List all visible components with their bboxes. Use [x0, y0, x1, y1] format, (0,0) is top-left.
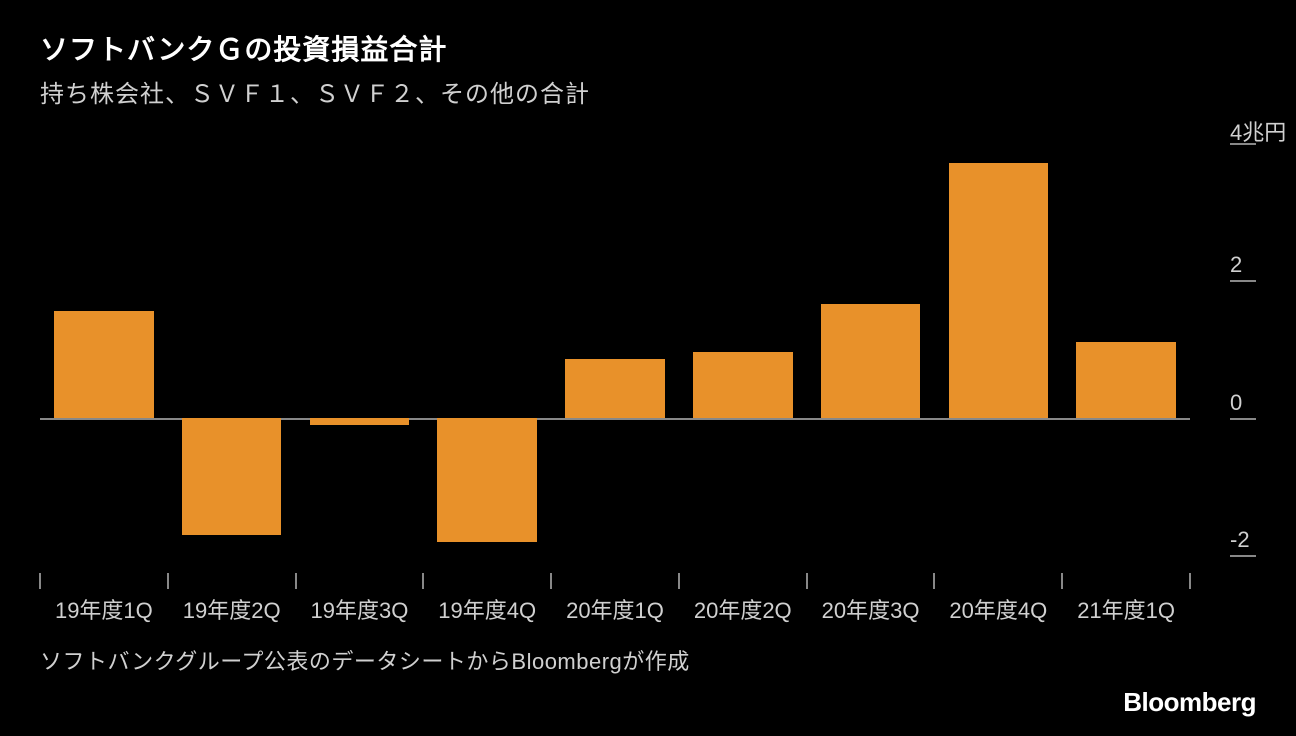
x-axis-label: 19年度3Q: [311, 593, 409, 625]
bar: [310, 418, 410, 425]
y-tick-label: -2: [1230, 527, 1250, 553]
chart-area: -2024兆円19年度1Q19年度2Q19年度3Q19年度4Q20年度1Q20年…: [40, 129, 1256, 609]
bar: [182, 418, 282, 535]
x-axis-label: 19年度1Q: [55, 593, 153, 625]
bar: [693, 352, 793, 417]
x-axis-label: 20年度4Q: [949, 593, 1047, 625]
y-tick-label: 2: [1230, 252, 1242, 278]
brand-logo: Bloomberg: [1123, 687, 1256, 718]
bar: [437, 418, 537, 542]
x-axis-label: 21年度1Q: [1077, 593, 1175, 625]
chart-subtitle: 持ち株会社、ＳＶＦ１、ＳＶＦ２、その他の合計: [40, 74, 1256, 109]
x-axis-label: 19年度2Q: [183, 593, 281, 625]
x-axis-label: 20年度1Q: [566, 593, 664, 625]
chart-title: ソフトバンクＧの投資損益合計: [40, 28, 1256, 68]
bar: [1076, 342, 1176, 418]
x-axis-label: 20年度2Q: [694, 593, 792, 625]
chart-source: ソフトバンクグループ公表のデータシートからBloombergが作成: [40, 644, 690, 676]
x-tick-mark: [1061, 573, 1063, 589]
x-tick-mark: [933, 573, 935, 589]
x-tick-mark: [422, 573, 424, 589]
y-tick-label: 0: [1230, 390, 1242, 416]
x-tick-mark: [39, 573, 41, 589]
bar: [54, 311, 154, 418]
x-axis-label: 20年度3Q: [822, 593, 920, 625]
x-tick-mark: [678, 573, 680, 589]
y-tick-mark: [1230, 418, 1256, 420]
x-axis-label: 19年度4Q: [438, 593, 536, 625]
x-tick-mark: [295, 573, 297, 589]
x-tick-mark: [550, 573, 552, 589]
x-tick-mark: [806, 573, 808, 589]
bar: [565, 359, 665, 417]
y-tick-mark: [1230, 555, 1256, 557]
x-tick-mark: [167, 573, 169, 589]
bar: [949, 163, 1049, 417]
bar: [821, 304, 921, 417]
plot-area: -2024兆円19年度1Q19年度2Q19年度3Q19年度4Q20年度1Q20年…: [40, 129, 1190, 569]
x-tick-mark: [1189, 573, 1191, 589]
y-tick-label: 4兆円: [1230, 115, 1286, 147]
y-tick-mark: [1230, 280, 1256, 282]
